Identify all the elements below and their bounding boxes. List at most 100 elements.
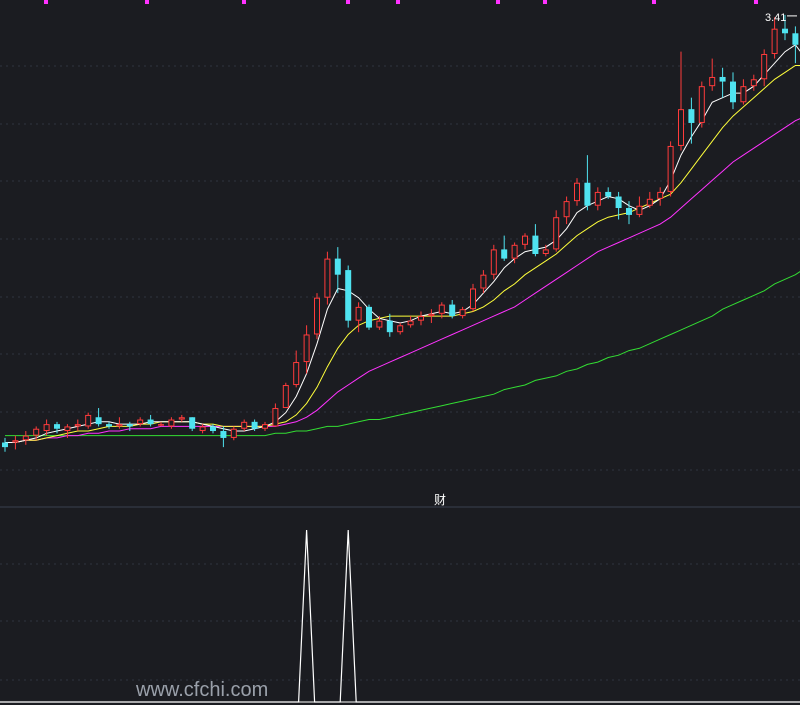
candle — [126, 421, 133, 432]
candle-body-up — [64, 426, 71, 432]
candle — [106, 421, 112, 429]
candle — [584, 155, 591, 211]
grid-lines — [0, 65, 800, 681]
candle-body-up — [574, 182, 580, 202]
candle — [657, 187, 664, 206]
candle-body-up — [137, 419, 144, 425]
candle — [636, 196, 643, 218]
candle-body-up — [553, 217, 560, 250]
candle-body-up — [74, 424, 81, 427]
candle-body-up — [241, 421, 248, 429]
candle-body-up — [761, 53, 768, 80]
candle — [282, 382, 289, 409]
candle-body-up — [355, 306, 362, 321]
candle — [626, 201, 632, 225]
candle — [438, 302, 445, 319]
candle-body-down — [95, 417, 102, 425]
candle — [698, 81, 705, 128]
candle — [678, 51, 684, 151]
top-marker-dots — [44, 0, 758, 4]
candle-body-up — [490, 249, 497, 275]
candle — [376, 316, 383, 330]
indicator-panel — [0, 529, 800, 703]
candle — [418, 311, 424, 326]
candle — [334, 247, 341, 294]
candle — [324, 251, 331, 305]
candle — [594, 187, 601, 211]
candle — [782, 14, 788, 41]
candle — [12, 435, 19, 450]
candle — [397, 322, 404, 335]
candle — [667, 141, 674, 197]
candle-body-up — [262, 424, 268, 429]
candle — [303, 325, 310, 374]
candle-body-up — [709, 76, 716, 87]
candle-body-up — [22, 435, 29, 441]
candle — [574, 178, 580, 206]
candle-body-up — [407, 320, 414, 326]
candle-body-down — [126, 424, 133, 427]
candle-body-up — [282, 385, 289, 409]
candle-body-up — [646, 198, 653, 206]
candle-body-up — [230, 428, 237, 438]
candle-body-up — [199, 426, 206, 432]
candle-body-up — [511, 244, 518, 259]
candle — [74, 419, 81, 432]
candle-body-up — [314, 297, 320, 335]
candle — [719, 67, 726, 98]
top-marker-dot — [396, 0, 400, 4]
candle — [147, 414, 154, 427]
candle-body-down — [719, 76, 726, 82]
candle-body-down — [532, 235, 539, 254]
candle — [761, 49, 768, 87]
candle-body-down — [220, 431, 227, 438]
candle — [345, 265, 352, 328]
ma20-line — [5, 118, 800, 443]
candle — [563, 196, 570, 225]
candlestick-series — [2, 14, 799, 452]
candle — [740, 79, 747, 105]
candle — [272, 403, 279, 427]
candle-body-up — [43, 424, 50, 432]
ma60-line — [5, 271, 800, 437]
candle-body-up — [636, 205, 643, 215]
high-price-label: 3.41 — [765, 12, 786, 24]
candle-body-down — [251, 421, 258, 429]
candle — [646, 191, 653, 209]
candle-body-down — [584, 182, 591, 206]
candle-body-up — [594, 191, 601, 206]
candle-body-down — [345, 270, 352, 321]
candle-body-up — [667, 145, 674, 192]
top-marker-dot — [652, 0, 656, 4]
candle-body-up — [397, 325, 404, 333]
high-price-marker: 3.41 — [765, 12, 797, 24]
candle — [168, 417, 175, 429]
candle — [407, 316, 414, 328]
candle — [490, 244, 497, 280]
candle — [2, 437, 8, 452]
candle — [22, 431, 29, 445]
candle-body-up — [522, 235, 528, 245]
candle-body-down — [189, 417, 196, 429]
candle — [470, 283, 476, 312]
candle — [688, 97, 695, 144]
candle-body-down — [334, 258, 341, 275]
candle-body-up — [563, 201, 570, 218]
candle — [241, 419, 248, 432]
candle-body-up — [438, 304, 445, 314]
candle — [615, 191, 622, 220]
candle-body-down — [210, 426, 216, 432]
candle — [605, 187, 612, 199]
candle — [158, 421, 164, 427]
candle — [220, 426, 227, 448]
top-marker-dot — [44, 0, 48, 4]
candle-body-down — [688, 109, 695, 123]
candle-body-up — [698, 86, 705, 123]
candle — [709, 58, 716, 91]
candle — [366, 304, 372, 330]
candle-body-down — [366, 306, 372, 328]
candle — [43, 419, 50, 436]
candle-body-up — [116, 424, 123, 427]
top-marker-dot — [242, 0, 246, 4]
